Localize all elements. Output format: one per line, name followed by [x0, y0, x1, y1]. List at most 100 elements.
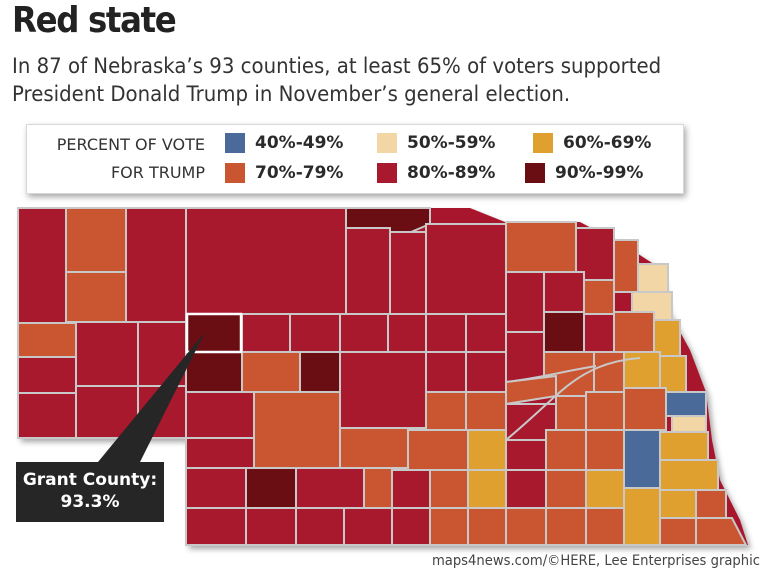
legend-label: 50%-59%	[407, 133, 496, 153]
legend-label: 40%-49%	[255, 133, 344, 153]
county	[659, 489, 697, 519]
county	[429, 469, 469, 509]
county	[613, 311, 655, 353]
headline: Red state	[12, 0, 177, 41]
county	[659, 355, 687, 393]
county	[545, 507, 587, 546]
county	[467, 507, 507, 546]
legend-item-60-69: 60%-69%	[533, 133, 651, 153]
county	[17, 322, 77, 358]
loup-river	[505, 365, 597, 383]
county	[583, 279, 615, 315]
county	[17, 207, 67, 324]
county	[593, 351, 625, 393]
county	[623, 387, 667, 431]
legend: PERCENT OF VOTE FOR TRUMP 40%-49% 50%-59…	[26, 124, 684, 194]
legend-swatch	[377, 133, 397, 153]
legend-swatch	[225, 163, 245, 183]
county	[387, 313, 427, 353]
callout-pointer	[98, 332, 205, 462]
county	[429, 507, 469, 546]
county	[583, 313, 615, 353]
county	[467, 429, 507, 471]
county	[391, 507, 431, 546]
platte-river	[505, 357, 641, 441]
legend-swatch	[533, 133, 553, 153]
county	[623, 487, 661, 546]
county-sarpy	[671, 415, 707, 433]
county	[17, 392, 77, 439]
legend-title-line2: FOR TRUMP	[110, 163, 205, 182]
county	[585, 391, 625, 431]
legend-label: 90%-99%	[555, 163, 644, 183]
county	[241, 351, 301, 393]
county	[185, 207, 347, 315]
county	[185, 467, 247, 509]
legend-label: 70%-79%	[255, 163, 344, 183]
county	[653, 319, 681, 357]
county	[339, 351, 427, 429]
county	[585, 429, 625, 471]
legend-swatch	[225, 133, 245, 153]
credit-line: maps4news.com/©HERE, Lee Enterprises gra…	[431, 553, 760, 569]
county	[185, 391, 255, 439]
county	[659, 459, 719, 491]
legend-item-80-89: 80%-89%	[377, 163, 495, 183]
subhead: In 87 of Nebraska’s 93 counties, at leas…	[12, 54, 662, 106]
county	[545, 469, 587, 509]
county	[17, 356, 77, 394]
county	[505, 271, 545, 333]
county	[425, 313, 467, 353]
county	[125, 207, 187, 323]
legend-swatch	[377, 163, 397, 183]
county	[465, 313, 507, 353]
county	[659, 517, 697, 546]
counties	[17, 207, 748, 546]
county	[585, 507, 625, 546]
county	[613, 239, 639, 293]
county	[295, 467, 365, 509]
county-douglas	[665, 391, 707, 417]
county	[295, 507, 345, 546]
county	[659, 431, 709, 461]
county	[467, 469, 507, 509]
county	[185, 437, 255, 469]
county	[425, 351, 467, 393]
county	[695, 489, 727, 519]
legend-item-70-79: 70%-79%	[225, 163, 343, 183]
county	[505, 221, 577, 273]
county	[185, 507, 247, 546]
county	[75, 321, 139, 387]
county	[425, 391, 467, 431]
county	[65, 207, 127, 273]
county	[505, 331, 545, 383]
callout-county-value: 93.3%	[60, 492, 120, 512]
legend-item-90-99: 90%-99%	[525, 163, 643, 183]
county	[623, 351, 661, 389]
county	[339, 313, 389, 353]
county	[241, 313, 291, 353]
county	[543, 271, 585, 313]
county	[363, 467, 393, 509]
county	[253, 391, 341, 469]
county	[343, 507, 393, 546]
county	[65, 271, 127, 323]
county	[389, 231, 427, 315]
county	[465, 351, 507, 393]
county	[585, 469, 625, 509]
county	[299, 351, 341, 393]
legend-swatch	[525, 163, 545, 183]
county	[185, 351, 243, 393]
county	[543, 311, 585, 353]
county	[505, 439, 547, 471]
legend-title-line1: PERCENT OF VOTE	[56, 135, 205, 154]
legend-item-50-59: 50%-59%	[377, 133, 495, 153]
grant-county-callout: Grant County: 93.3%	[16, 462, 164, 522]
county	[505, 507, 547, 546]
county	[289, 313, 341, 353]
county	[245, 507, 297, 546]
callout-county-name: Grant County:	[22, 470, 158, 490]
county	[391, 469, 431, 509]
county	[695, 517, 748, 546]
